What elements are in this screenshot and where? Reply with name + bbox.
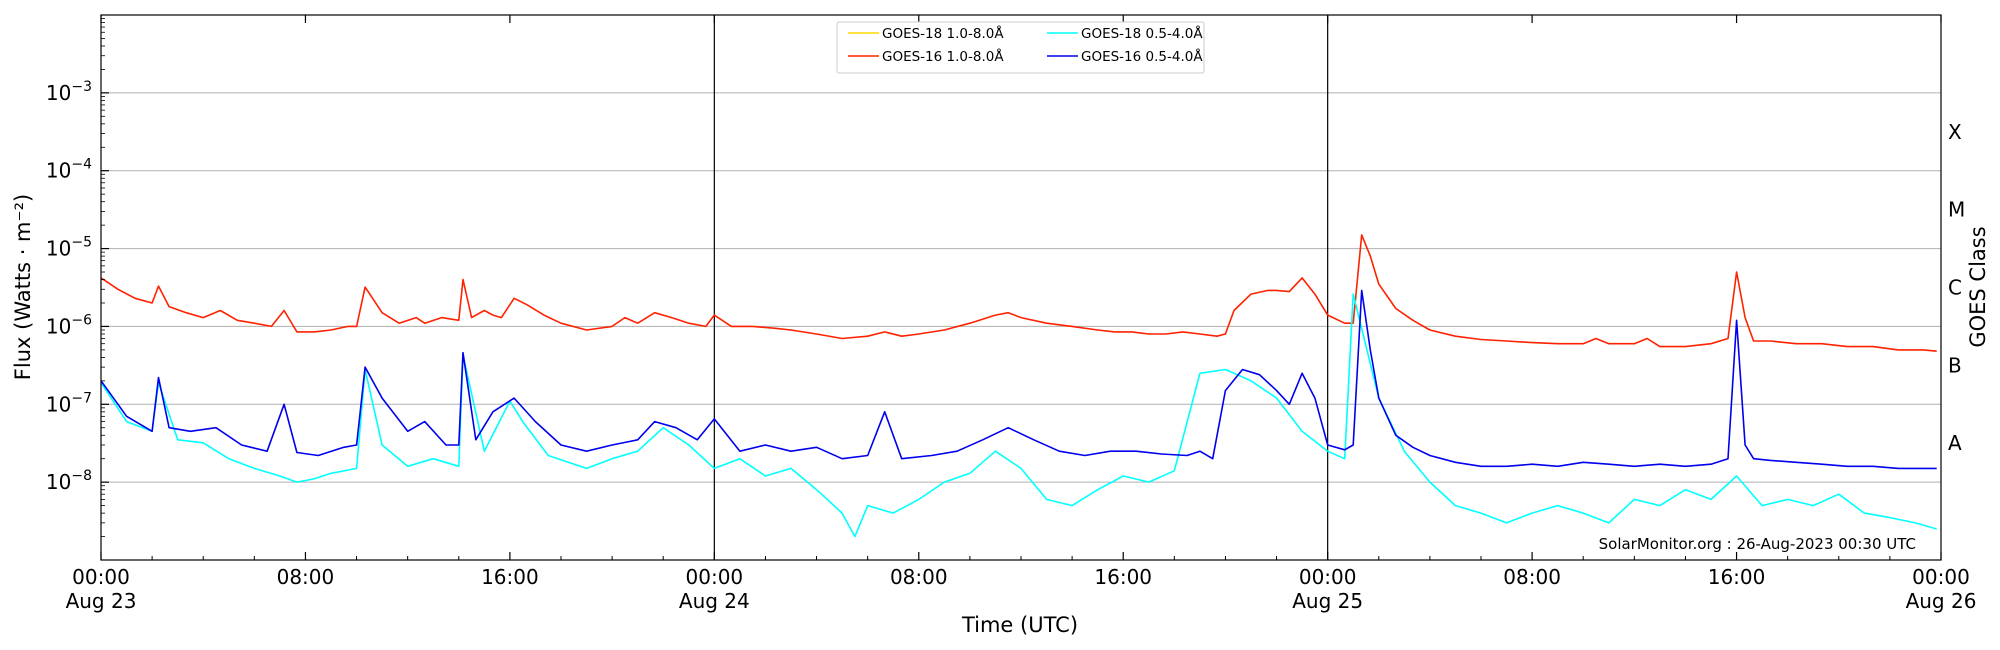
legend: GOES-18 1.0-8.0Å GOES-16 1.0-8.0Å GOES-18 … [836,21,1205,74]
goes-class-label-c: C [1948,276,1962,300]
y-tick-label-0: 10−8 [46,468,92,494]
y-axis-title: Flux (Watts · m⁻²) [11,194,35,380]
y-tick-label-4: 10−4 [46,157,92,183]
y-tick-label-1: 10−7 [46,390,92,416]
x-tick-label-8: 16:00 [1708,565,1766,589]
y-tick-label-5: 10−3 [46,79,92,105]
x-tick-label-4: 08:00 [890,565,948,589]
legend-label-0: GOES-18 1.0-8.0Å [882,25,1004,42]
series-line-3 [101,289,1937,470]
credit-text: SolarMonitor.org : 26-Aug-2023 00:30 UTC [1599,535,1916,553]
goes-class-label-x: X [1948,120,1962,144]
series-lines [101,234,1937,538]
x-tick-sublabel-6: Aug 25 [1292,589,1363,613]
goes-class-label-a: A [1948,431,1962,455]
y-axis-ticks: 10−8 10−7 10−6 10−5 10−4 10−3 [46,18,109,537]
x-tick-label-1: 08:00 [277,565,335,589]
grid [101,15,1941,560]
goes-class-label-m: M [1948,198,1965,222]
x-tick-label-0: 00:00 [72,565,130,589]
y-tick-label-3: 10−5 [46,235,92,261]
y-tick-label-2: 10−6 [46,312,92,338]
legend-box [836,21,1205,74]
goes-class-label-b: B [1948,353,1962,377]
legend-label-3: GOES-16 0.5-4.0Å [1081,48,1203,65]
plot-frame [100,14,1942,561]
legend-label-1: GOES-16 1.0-8.0Å [882,48,1004,65]
x-tick-sublabel-0: Aug 23 [66,589,137,613]
goes-class-axis-title: GOES Class [1966,226,1990,347]
x-tick-label-7: 08:00 [1503,565,1561,589]
x-tick-label-2: 16:00 [481,565,539,589]
goes-class-axis: A B C M X [1948,120,1965,455]
legend-label-2: GOES-18 0.5-4.0Å [1081,25,1203,42]
series-line-2 [101,293,1937,538]
x-axis-title: Time (UTC) [961,613,1078,637]
x-tick-label-9: 00:00 [1912,565,1970,589]
plot-border [100,14,1942,561]
x-tick-label-3: 00:00 [686,565,744,589]
x-tick-label-6: 00:00 [1299,565,1357,589]
x-tick-sublabel-3: Aug 24 [679,589,750,613]
series-line-1 [101,234,1937,352]
x-tick-sublabel-9: Aug 26 [1906,589,1977,613]
x-tick-label-5: 16:00 [1094,565,1152,589]
